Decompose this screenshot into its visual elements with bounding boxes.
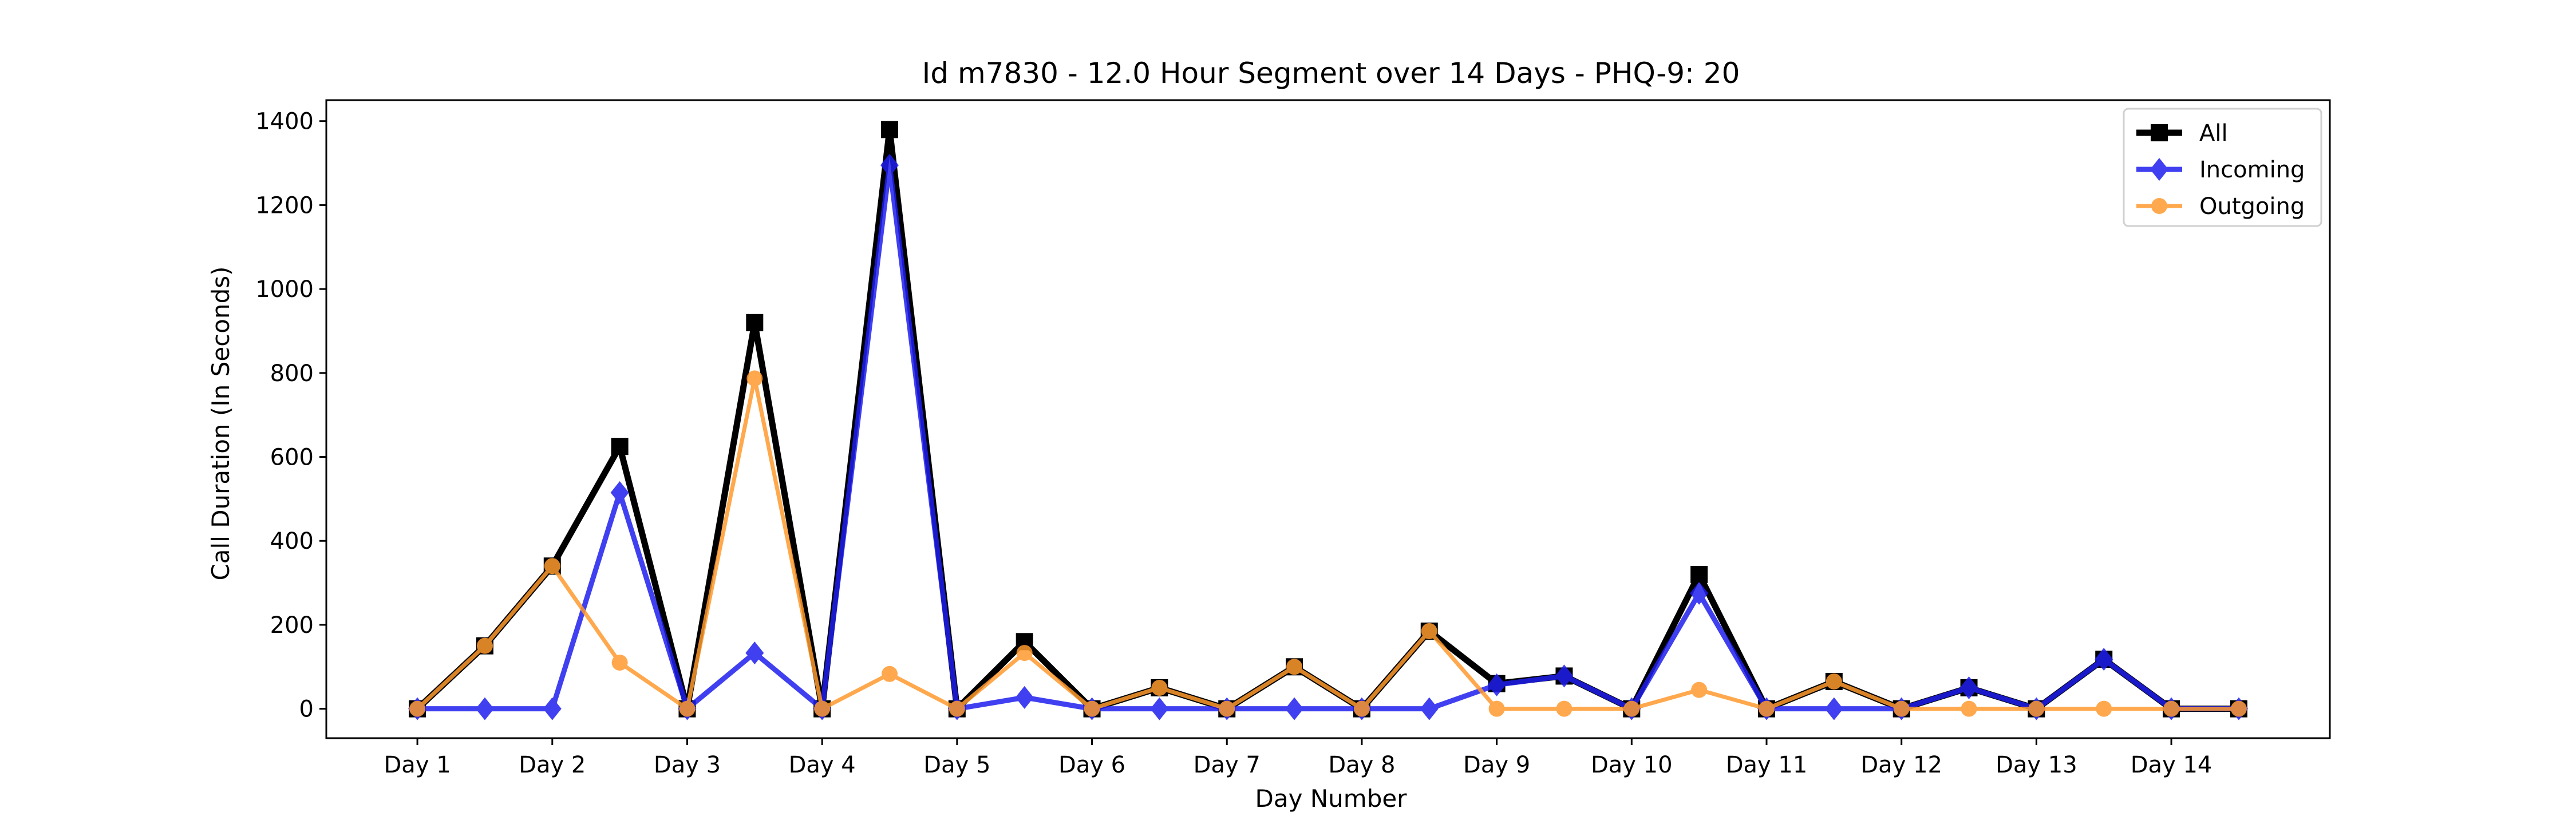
legend-item-outgoing	[2136, 198, 2182, 214]
x-tick-label: Day 11	[1726, 752, 1808, 778]
y-tick-label: 600	[270, 445, 314, 471]
data-point-all	[746, 314, 764, 331]
x-tick-label: Day 3	[654, 752, 721, 778]
y-tick-label: 800	[270, 360, 314, 387]
x-tick-label: Day 7	[1194, 752, 1261, 778]
data-point-outgoing	[1286, 659, 1303, 675]
data-point-outgoing	[476, 637, 493, 654]
y-tick-label: 1000	[255, 276, 314, 303]
data-point-all	[881, 121, 899, 138]
x-tick-label: Day 9	[1463, 752, 1530, 778]
x-tick-label: Day 6	[1058, 752, 1125, 778]
data-point-outgoing	[679, 700, 696, 717]
series-line-outgoing	[416, 378, 2239, 712]
y-tick-label: 1200	[255, 192, 314, 219]
legend-box	[2123, 108, 2322, 227]
chart-title: Id m7830 - 12.0 Hour Segment over 14 Day…	[922, 57, 1740, 90]
data-point-outgoing	[1421, 623, 1437, 639]
data-point-incoming	[1420, 697, 1439, 720]
data-point-outgoing	[1488, 700, 1505, 717]
data-point-outgoing	[949, 700, 965, 717]
data-point-incoming	[1959, 676, 1978, 699]
data-point-outgoing	[1084, 700, 1100, 717]
data-point-outgoing	[1623, 700, 1640, 717]
data-point-outgoing	[882, 665, 898, 682]
data-point-outgoing	[1961, 700, 1977, 717]
data-point-outgoing	[1826, 673, 1842, 690]
data-point-incoming	[880, 153, 899, 177]
x-axis-label: Day Number	[1255, 785, 1407, 813]
data-point-outgoing	[2230, 700, 2247, 717]
data-point-outgoing	[746, 370, 763, 387]
data-point-outgoing	[611, 654, 628, 671]
data-point-outgoing	[409, 700, 426, 717]
legend: All Incoming Outgoing	[2123, 108, 2322, 227]
data-point-incoming	[2095, 648, 2113, 671]
data-point-outgoing	[1691, 682, 1708, 698]
data-point-incoming	[1824, 697, 1843, 720]
y-tick-label: 400	[270, 528, 314, 554]
data-point-incoming	[1150, 697, 1169, 720]
data-point-outgoing	[1151, 679, 1168, 696]
data-point-all	[611, 438, 629, 455]
data-point-outgoing	[544, 558, 560, 575]
y-tick-label: 1400	[255, 109, 314, 135]
x-tick-label: Day 8	[1328, 752, 1395, 778]
data-point-outgoing	[814, 700, 831, 717]
legend-marker-outgoing	[2151, 198, 2167, 214]
data-point-outgoing	[2096, 700, 2112, 717]
data-point-incoming	[1285, 697, 1304, 720]
series-line-incoming	[417, 165, 2239, 714]
legend-label-all: All	[2199, 120, 2228, 146]
legend-marker-all	[2151, 124, 2168, 141]
x-tick-label: Day 4	[789, 752, 856, 778]
data-point-incoming	[1487, 673, 1506, 696]
data-point-all	[1690, 565, 1708, 583]
data-point-outgoing	[2163, 700, 2180, 717]
axes-frame	[325, 99, 2331, 739]
plot-area: 0 200 400 600 800 1000 1200 1400 Day 1 Day 2 Day 3…	[255, 99, 2331, 778]
data-point-outgoing	[1016, 645, 1033, 661]
series-outgoing	[409, 370, 2247, 717]
x-tick-label: Day 2	[519, 752, 586, 778]
x-tick-label: Day 10	[1591, 752, 1673, 778]
legend-label-outgoing: Outgoing	[2199, 193, 2305, 220]
data-point-incoming	[610, 481, 629, 504]
data-point-outgoing	[1556, 700, 1573, 717]
legend-label-incoming: Incoming	[2199, 157, 2305, 183]
data-point-outgoing	[1893, 700, 1910, 717]
data-point-incoming	[475, 697, 494, 720]
x-tick-label: Day 1	[384, 752, 451, 778]
legend-marker-incoming	[2150, 158, 2168, 181]
y-axis-label: Call Duration (In Seconds)	[207, 266, 235, 580]
data-point-incoming	[745, 641, 764, 665]
legend-item-all	[2136, 124, 2182, 141]
data-point-outgoing	[1219, 700, 1235, 717]
data-point-outgoing	[2028, 700, 2045, 717]
y-tick-label: 200	[270, 612, 314, 639]
data-point-outgoing	[1758, 700, 1775, 717]
data-point-incoming	[543, 697, 562, 720]
y-tick-label: 0	[299, 696, 314, 723]
x-tick-label: Day 14	[2131, 752, 2212, 778]
x-tick-label: Day 5	[923, 752, 990, 778]
x-tick-label: Day 13	[1996, 752, 2077, 778]
data-point-outgoing	[1353, 700, 1370, 717]
data-point-incoming	[1690, 581, 1709, 605]
legend-item-incoming	[2136, 158, 2182, 181]
data-point-incoming	[1015, 686, 1034, 709]
data-point-incoming	[1555, 664, 1574, 688]
x-tick-label: Day 12	[1860, 752, 1942, 778]
